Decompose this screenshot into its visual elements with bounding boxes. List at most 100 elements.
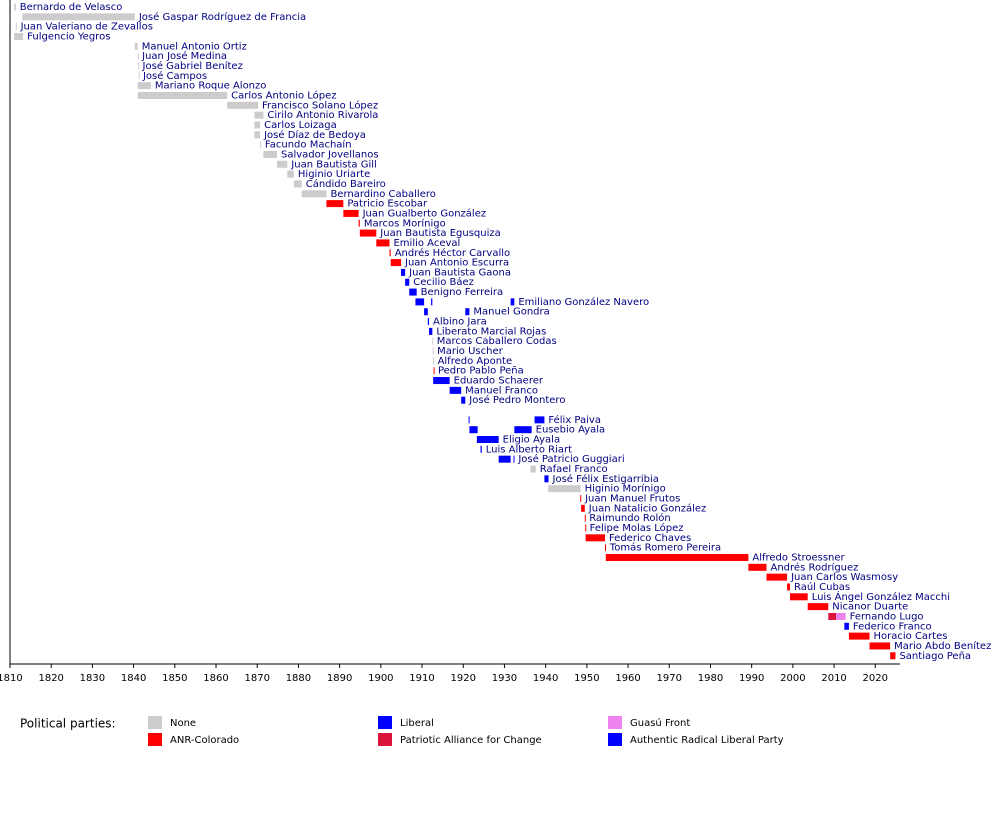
president-label: Facundo Machaín (265, 139, 352, 151)
president-label: Juan Manuel Frutos (584, 494, 680, 505)
term-bar (134, 42, 138, 50)
term-bar (432, 337, 434, 345)
president-label: Liberato Marcial Rojas (436, 326, 546, 337)
president-label: Tomás Romero Pereira (609, 542, 721, 554)
term-bar (510, 298, 515, 306)
president-label: Eduardo Schaerer (454, 376, 544, 387)
x-tick-label: 1840 (121, 673, 146, 684)
legend-label: ANR-Colorado (170, 735, 239, 746)
term-bar (584, 514, 586, 522)
term-bar (405, 278, 410, 286)
president-label: Andrés Héctor Carvallo (395, 247, 510, 259)
legend-label: Liberal (400, 718, 434, 729)
president-label: Eligio Ayala (503, 435, 560, 446)
term-bar (138, 72, 140, 80)
president-label: Manuel Franco (465, 385, 538, 396)
legend-swatch (378, 716, 392, 729)
president-label: Bernardo de Velasco (20, 2, 123, 13)
term-bar (748, 563, 767, 571)
term-bar (548, 485, 581, 493)
president-label: Albino Jara (433, 317, 487, 328)
term-bar (137, 52, 139, 60)
president-label: Juan Antonio Escurra (404, 258, 509, 269)
x-tick-label: 1910 (409, 673, 434, 684)
term-bar (427, 318, 430, 326)
term-bar (433, 377, 450, 385)
term-bar (227, 101, 259, 109)
term-bar (544, 475, 549, 483)
x-tick-label: 1810 (0, 673, 23, 684)
legend-swatch (148, 733, 162, 746)
term-bar (585, 524, 587, 532)
legend-swatch (608, 733, 622, 746)
term-bar (604, 544, 606, 552)
president-label: Juan José Medina (141, 50, 227, 62)
president-label: Carlos Antonio López (231, 89, 336, 101)
president-label: Cecilio Báez (413, 276, 474, 288)
president-label: Emiliano González Navero (518, 296, 649, 308)
president-label: Fulgencio Yegros (27, 31, 110, 42)
legend-swatch (148, 716, 162, 729)
term-bar (138, 62, 140, 70)
term-bar (15, 23, 17, 31)
x-tick-label: 1920 (451, 673, 476, 684)
president-label: Luis Ángel González Macchi (812, 590, 950, 603)
president-label: Carlos Loizaga (264, 120, 337, 131)
president-label: Felipe Molas López (590, 522, 684, 534)
president-label: Cirilo Antonio Rivarola (267, 110, 378, 121)
president-label: Higinio Morínigo (585, 483, 666, 495)
term-bar (14, 3, 16, 11)
president-label: Eusebio Ayala (536, 425, 606, 436)
x-tick-label: 1950 (574, 673, 599, 684)
term-bar (534, 416, 545, 424)
legend-title: Political parties: (20, 717, 116, 731)
x-tick-label: 1900 (368, 673, 393, 684)
term-bar (789, 593, 808, 601)
term-bar (389, 249, 391, 257)
term-bar (326, 200, 344, 208)
term-bar (431, 298, 433, 306)
term-bar (433, 357, 435, 365)
term-bar (401, 268, 406, 276)
term-bar (498, 455, 511, 463)
president-label: Mariano Roque Alonzo (155, 81, 266, 92)
x-tick-label: 1880 (286, 673, 311, 684)
term-bar (22, 13, 135, 21)
term-bar (530, 465, 536, 473)
term-bar (449, 386, 462, 394)
term-bar (461, 396, 466, 404)
president-label: Andrés Rodríguez (771, 561, 859, 573)
legend-label: Patriotic Alliance for Change (400, 735, 542, 746)
term-bar (409, 288, 417, 296)
term-bar (807, 603, 829, 611)
x-tick-label: 1890 (327, 673, 352, 684)
x-tick-label: 2000 (780, 673, 805, 684)
term-bar (432, 347, 434, 355)
president-label: Félix Paiva (548, 414, 601, 426)
term-bar (766, 573, 788, 581)
president-label: Marcos Caballero Codas (437, 336, 557, 347)
term-bar (390, 259, 402, 267)
term-bar (254, 111, 264, 119)
legend-swatch (378, 733, 392, 746)
term-bar (137, 91, 228, 99)
president-label: José Gabriel Benítez (142, 60, 243, 72)
term-bar (605, 553, 749, 561)
president-label: Juan Bautista Gaona (408, 267, 511, 278)
president-label: Juan Valeriano de Zevallos (20, 22, 153, 33)
president-label: Alfredo Stroessner (752, 552, 845, 563)
president-label: José Campos (142, 70, 207, 82)
legend-label: Authentic Radical Liberal Party (630, 735, 784, 746)
president-label: Francisco Solano López (262, 99, 378, 111)
president-label: José Félix Estigarribia (552, 473, 659, 485)
term-bar (836, 612, 846, 620)
president-label: Mario Uscher (437, 346, 503, 357)
president-label: Luis Alberto Riart (486, 444, 572, 455)
term-bar (465, 308, 470, 316)
term-bar (581, 504, 585, 512)
term-bar (301, 190, 327, 198)
term-bar (469, 426, 478, 434)
president-label: Horacio Cartes (874, 631, 948, 642)
president-label: José Pedro Montero (468, 394, 565, 406)
